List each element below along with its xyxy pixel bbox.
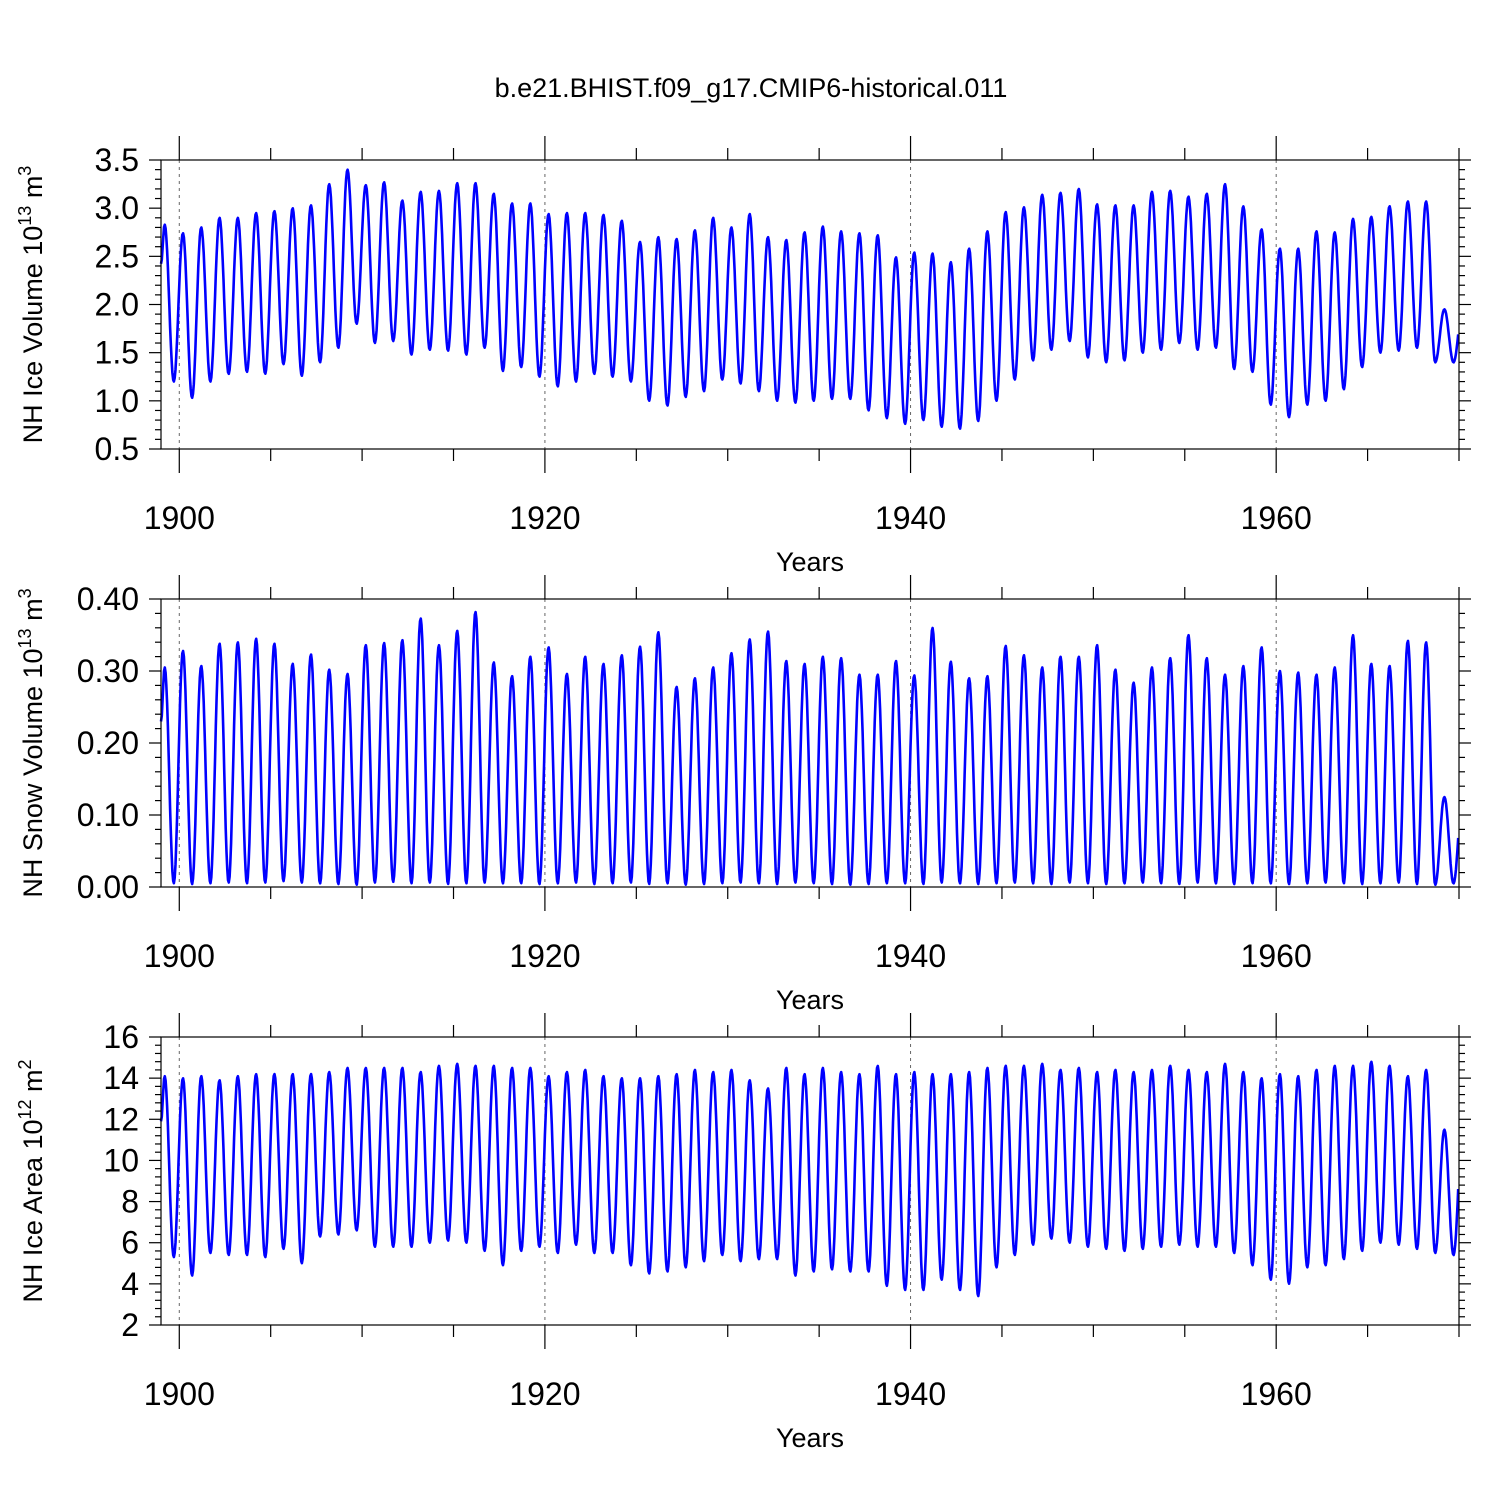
ice-area-xtick-label: 1960 (1241, 1376, 1312, 1412)
ice-volume-xtick-label: 1920 (509, 500, 580, 536)
ice-area-ytick-label: 8 (121, 1184, 139, 1220)
snow-volume-y-axis-title-exp: 13 (15, 628, 35, 648)
snow-volume-xtick-label: 1920 (509, 938, 580, 974)
panel-ice-area: 2 4 6 8 10 12 14 16 1900 1920 1940 1960 Years NH Ice … (15, 1013, 1471, 1453)
ice-area-y-axis-title-unit: m (18, 1069, 48, 1099)
ice-area-y-axis-title: NH Ice Area 1012 m2 (15, 1059, 48, 1302)
ice-volume-xtick-label: 1940 (875, 500, 946, 536)
snow-volume-ytick-label: 0.40 (77, 581, 139, 617)
ice-area-y-axis-title-main: NH Ice Area 10 (18, 1119, 48, 1302)
snow-volume-y-axis-title: NH Snow Volume 1013 m3 (15, 588, 48, 897)
ice-area-ytick-label: 10 (103, 1142, 139, 1178)
ice-volume-x-axis-title: Years (776, 547, 844, 577)
ice-area-ytick-label: 16 (103, 1019, 139, 1055)
ice-volume-ytick-label: 2.0 (95, 287, 139, 323)
ice-area-xtick-label: 1940 (875, 1376, 946, 1412)
ice-volume-y-axis-title-unit-exp: 3 (15, 166, 35, 176)
snow-volume-ytick-label: 0.00 (77, 869, 139, 905)
ice-volume-xtick-label: 1900 (144, 500, 215, 536)
snow-volume-xtick-label: 1900 (144, 938, 215, 974)
ice-volume-y-axis-title-unit: m (18, 176, 48, 206)
ice-area-y-axis-title-exp: 12 (15, 1099, 35, 1119)
ice-area-frame (160, 1036, 1460, 1326)
ice-volume-series-line (159, 168, 1460, 430)
ice-area-ytick-label: 14 (103, 1060, 139, 1096)
snow-volume-ytick-label: 0.10 (77, 797, 139, 833)
snow-volume-xtick-label: 1940 (875, 938, 946, 974)
figure-title: b.e21.BHIST.f09_g17.CMIP6-historical.011 (495, 73, 1008, 103)
snow-volume-y-axis-title-main: NH Snow Volume 10 (18, 648, 48, 897)
ice-volume-ytick-label: 3.0 (95, 190, 139, 226)
panel-ice-volume: 0.5 1.0 1.5 2.0 2.5 3.0 3.5 1900 1920 1940 1960 Yea… (15, 136, 1471, 577)
ice-area-ytick-label: 4 (121, 1266, 139, 1302)
ice-volume-ytick-label: 1.5 (95, 335, 139, 371)
panel-snow-volume: 0.00 0.10 0.20 0.30 0.40 1900 1920 1940 1960 Year… (15, 575, 1471, 1015)
ice-area-ytick-label: 12 (103, 1101, 139, 1137)
ice-volume-ytick-label: 1.0 (95, 383, 139, 419)
ice-volume-ytick-label: 0.5 (95, 431, 139, 467)
ice-volume-xtick-label: 1960 (1241, 500, 1312, 536)
ice-volume-ytick-label: 3.5 (95, 142, 139, 178)
ice-area-y-axis-title-unit-exp: 2 (15, 1059, 35, 1069)
ice-area-ytick-label: 6 (121, 1225, 139, 1261)
ice-volume-y-axis-title-main: NH Ice Volume 10 (18, 226, 48, 444)
ice-area-series-line (159, 1060, 1460, 1298)
ice-area-x-axis-title: Years (776, 1423, 844, 1453)
snow-volume-ytick-label: 0.20 (77, 725, 139, 761)
snow-volume-x-axis-title: Years (776, 985, 844, 1015)
snow-volume-xtick-label: 1960 (1241, 938, 1312, 974)
ice-area-ytick-label: 2 (121, 1307, 139, 1343)
ice-area-xtick-label: 1900 (144, 1376, 215, 1412)
snow-volume-series-line (159, 610, 1460, 887)
ice-area-xtick-label: 1920 (509, 1376, 580, 1412)
snow-volume-ytick-label: 0.30 (77, 653, 139, 689)
ice-volume-y-axis-title-exp: 13 (15, 206, 35, 226)
snow-volume-y-axis-title-unit-exp: 3 (15, 588, 35, 598)
ice-volume-ytick-label: 2.5 (95, 238, 139, 274)
ice-volume-y-axis-title: NH Ice Volume 1013 m3 (15, 166, 48, 444)
snow-volume-y-axis-title-unit: m (18, 598, 48, 628)
